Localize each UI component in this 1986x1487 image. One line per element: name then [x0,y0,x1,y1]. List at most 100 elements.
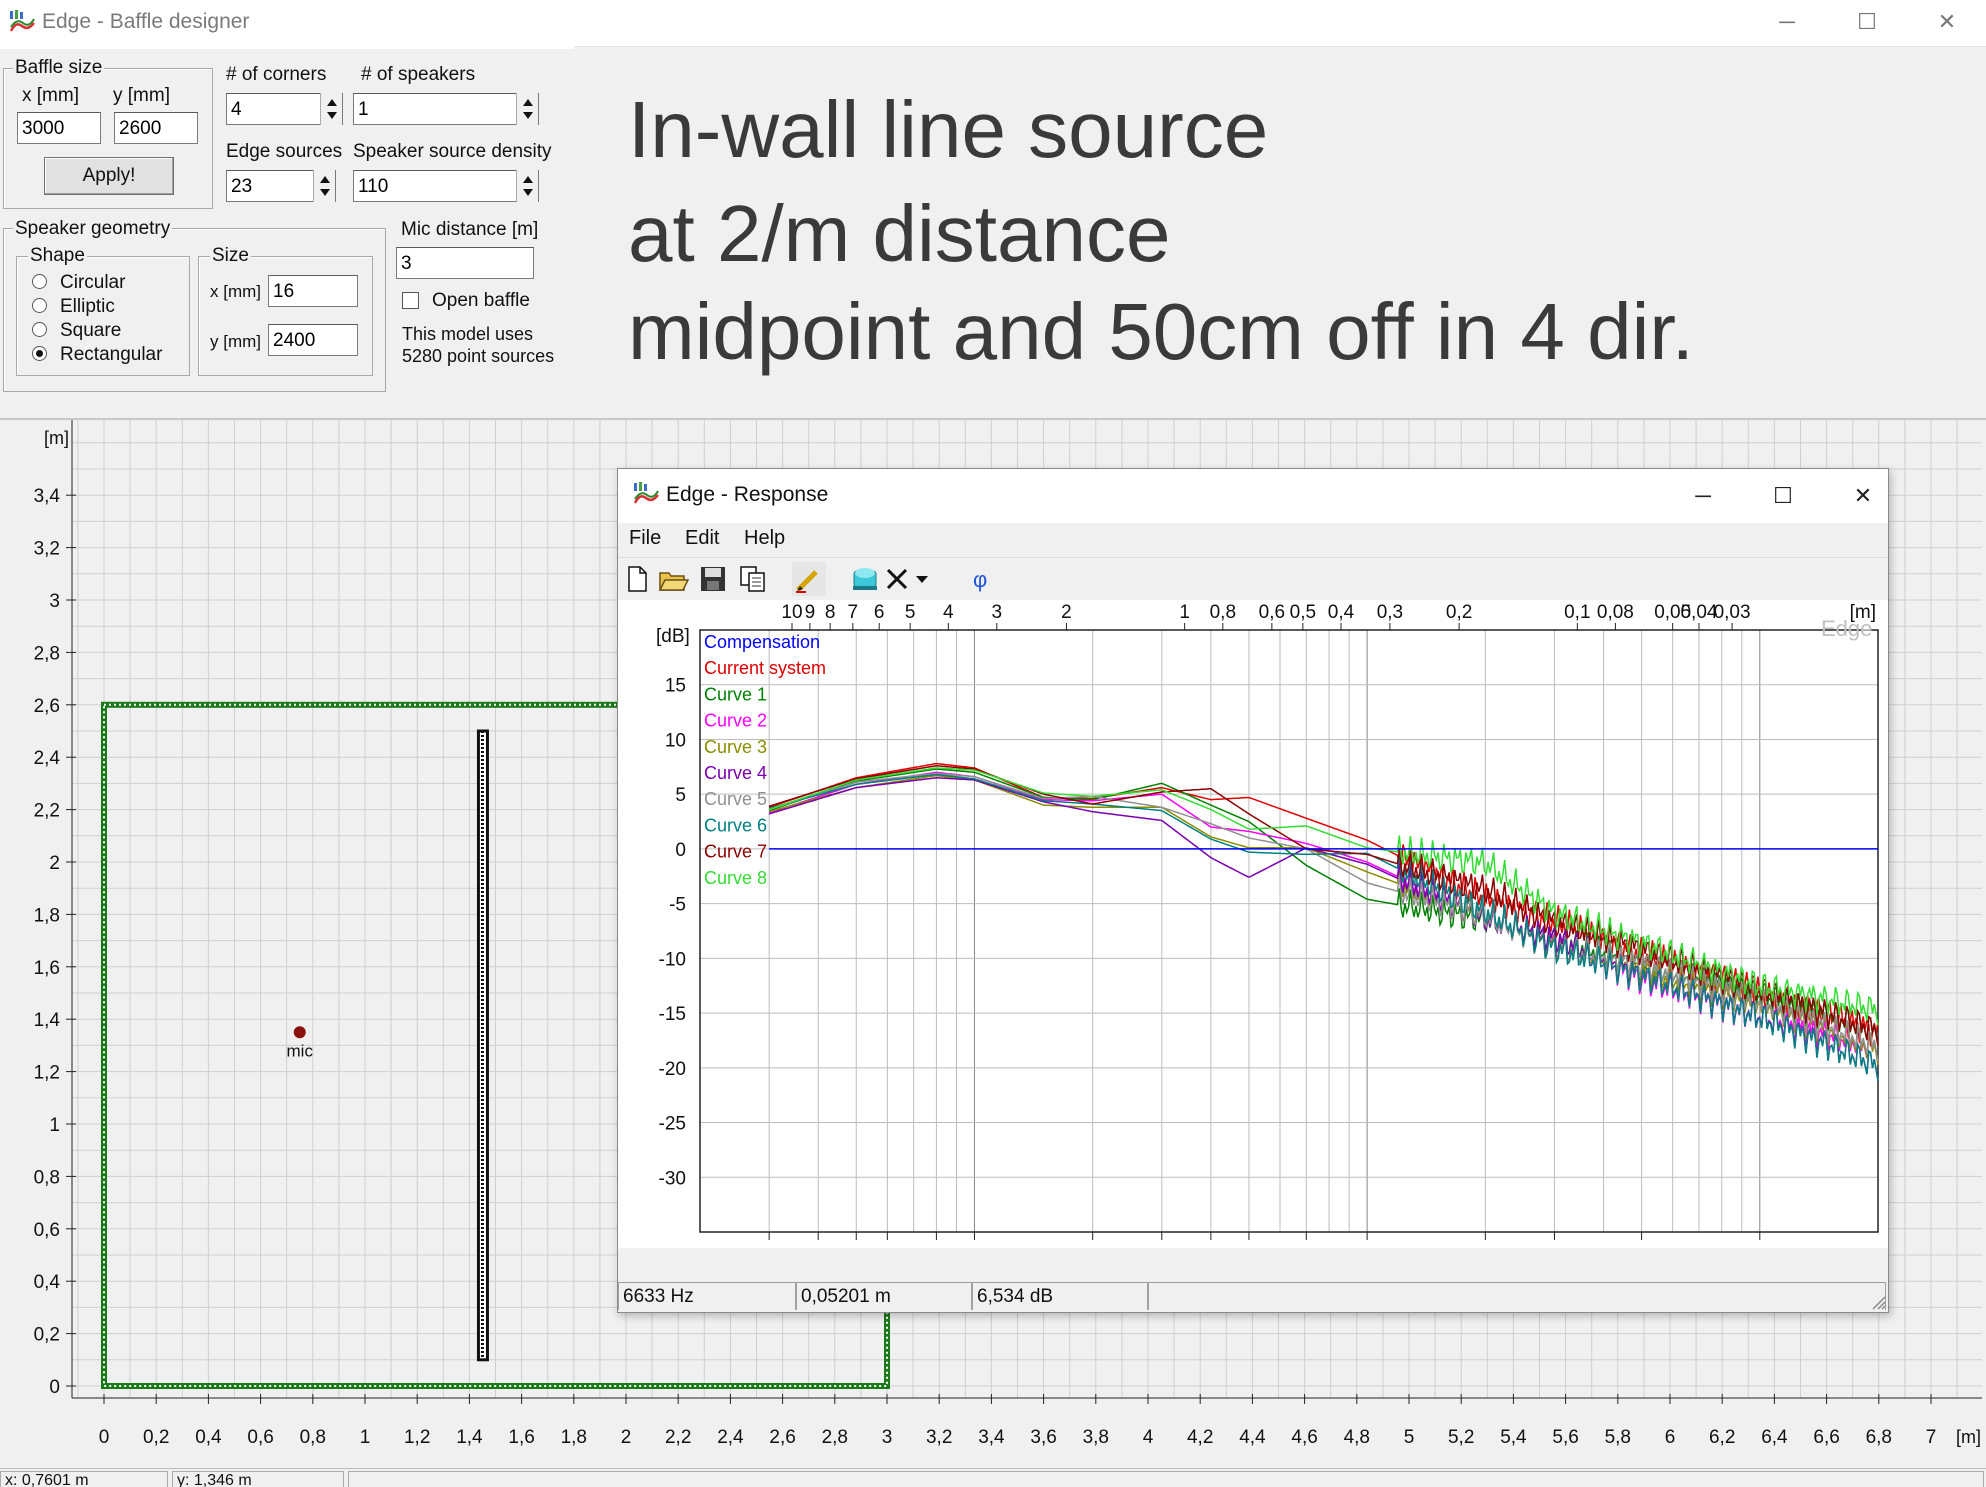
x-axis-label: [Hz] [1842,1246,1876,1248]
menu-file[interactable]: File [629,527,662,549]
minimize-button[interactable]: ─ [1779,9,1795,34]
speaker-line-source[interactable] [476,729,489,1362]
top-tick-label: 3 [992,602,1003,623]
top-tick-label: 0,3 [1377,602,1403,623]
phase-icon[interactable]: φ [964,562,998,596]
x-tick-label: 2,4 [717,1427,744,1448]
x-tick-label: 5,4 [1500,1427,1527,1448]
rectangular-radio[interactable] [32,346,47,361]
legend-entry[interactable]: Curve 7 [704,842,767,862]
speaker-icon[interactable] [848,562,882,596]
maximize-button[interactable]: ☐ [1857,9,1877,34]
x-tick-label: 0 [99,1427,110,1448]
x-tick-label: 1,2 [404,1427,430,1448]
x-tick-label: 1,4 [456,1427,483,1448]
delete-icon[interactable] [880,562,914,596]
top-tick-label: 0,03 [1714,602,1751,623]
x-tick-label: 5,2 [1448,1427,1474,1448]
mic-distance-input[interactable]: 3 [396,247,534,279]
top-tick-label: 8 [825,602,836,623]
open-icon[interactable] [656,562,690,596]
status-bar: x: 0,7601 m y: 1,346 m [0,1468,1986,1487]
apply-button[interactable]: Apply! [44,157,174,195]
corners-spinner[interactable] [320,93,342,125]
legend-entry[interactable]: Curve 8 [704,868,767,888]
x-tick-label: 2,8 [822,1427,848,1448]
size-x-input[interactable]: 16 [268,275,358,307]
size-y-input[interactable]: 2400 [268,324,358,356]
y-tick-label: -20 [659,1059,686,1080]
y-tick-label: 1,2 [34,1063,60,1084]
model-info-line1: This model uses [402,324,534,344]
x-tick-label: 400 [1195,1246,1227,1248]
series-line [768,768,1879,1047]
status-empty [348,1471,1984,1487]
x-tick-label: 3,8 [1083,1427,1109,1448]
status-level: 6,534 dB [972,1282,1148,1310]
legend-entry[interactable]: Curve 4 [704,763,767,783]
density-label: Speaker source density [353,141,552,162]
x-tick-label: 30 [759,1246,780,1248]
legend-entry[interactable]: Curve 2 [704,711,767,731]
x-tick-label: 2,6 [769,1427,795,1448]
y-tick-label: 0,2 [34,1325,60,1346]
mic-label: mic [287,1041,314,1060]
x-tick-label: 4 [1143,1427,1154,1448]
response-minimize-button[interactable]: ─ [1695,483,1711,508]
legend-entry[interactable]: Current system [704,658,826,678]
y-tick-label: -25 [659,1114,686,1135]
y-tick-label: 3 [49,591,60,612]
circular-radio[interactable] [32,274,47,289]
save-icon[interactable] [696,562,730,596]
x-tick-label: 0,8 [300,1427,326,1448]
top-tick-label: 0,04 [1680,602,1717,623]
y-tick-label: 1,8 [34,905,60,926]
x-tick-label: 1,8 [561,1427,587,1448]
y-tick-label: 0 [675,840,686,861]
edge-sources-spinner[interactable] [313,170,335,202]
mic-marker[interactable] [293,1026,306,1039]
density-spinner[interactable] [516,170,538,202]
top-tick-label: 4 [943,602,954,623]
y-tick-label: 0,8 [34,1167,60,1188]
response-maximize-button[interactable]: ☐ [1773,483,1793,508]
x-tick-label: 1000 [1346,1246,1388,1248]
x-tick-label: 3,4 [978,1427,1005,1448]
elliptic-radio[interactable] [32,298,47,313]
baffle-size-group [3,68,213,209]
panel-divider [0,418,1986,420]
legend-entry[interactable]: Curve 3 [704,737,767,757]
title-bar: Edge - Baffle designer ─ ☐ ✕ [0,0,1986,47]
response-window[interactable]: Edge - Response ─ ☐ ✕ File Edit Help φ 1… [617,468,1889,1313]
shape-group [16,256,190,376]
dropdown-icon[interactable] [912,562,932,596]
edge-sources-label: Edge sources [226,141,343,162]
menu-help[interactable]: Help [744,527,786,549]
response-plot-area[interactable]: 151050-5-10-15-20-25-30[dB]3040506080100… [618,600,1888,1267]
new-icon[interactable] [620,562,654,596]
y-tick-label: 10 [665,730,686,751]
density-input[interactable]: 110 [353,170,539,202]
baffle-y-input[interactable]: 2600 [114,112,198,144]
y-tick-label: 3,2 [34,539,60,560]
copy-icon[interactable] [736,562,770,596]
baffle-x-input[interactable]: 3000 [17,112,101,144]
legend-entry[interactable]: Curve 5 [704,789,767,809]
speakers-spinner[interactable] [516,93,538,125]
legend-entry[interactable]: Curve 6 [704,815,767,835]
legend-entry[interactable]: Compensation [704,632,820,652]
legend-entry[interactable]: Curve 1 [704,684,767,704]
top-tick-label: 6 [874,602,885,623]
close-button[interactable]: ✕ [1937,9,1957,34]
pen-icon[interactable] [792,562,826,596]
open-baffle-checkbox[interactable] [402,292,419,309]
response-chart[interactable]: 151050-5-10-15-20-25-30[dB]3040506080100… [618,600,1888,1267]
y-tick-label: 2,2 [34,801,60,822]
x-tick-label: 200 [1077,1246,1109,1248]
square-radio[interactable] [32,322,47,337]
baffle-x-label: x [mm] [22,85,79,106]
menu-edit[interactable]: Edit [685,527,720,549]
resize-grip-icon[interactable] [1870,1294,1886,1310]
response-close-button[interactable]: ✕ [1853,483,1873,508]
speakers-input[interactable]: 1 [353,93,539,125]
